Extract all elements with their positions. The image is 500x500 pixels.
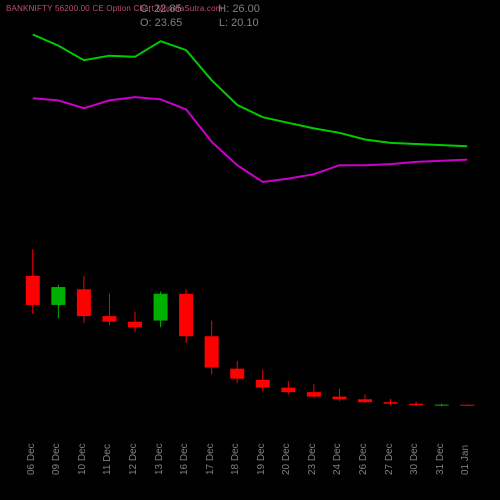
ohlc-row-1: C: 22.85 H: 26.00 — [140, 2, 260, 16]
x-axis-label: 20 Dec — [281, 443, 292, 475]
x-axis-label: 24 Dec — [332, 443, 343, 475]
x-axis-label: 17 Dec — [205, 443, 216, 475]
ohlc-row-2: O: 23.65 L: 20.10 — [140, 16, 260, 30]
x-axis-label: 12 Dec — [128, 443, 139, 475]
x-axis-label: 27 Dec — [384, 443, 395, 475]
candle-body — [179, 294, 193, 336]
candle-body — [307, 392, 321, 396]
candle-body — [230, 369, 244, 379]
x-axis-label: 30 Dec — [409, 443, 420, 475]
candle-body — [102, 316, 116, 322]
x-axis: 06 Dec 09 Dec 10 Dec 11 Dec 12 Dec 13 Dec 16 D… — [20, 415, 480, 475]
candle-body — [384, 402, 398, 404]
x-axis-label: 09 Dec — [51, 443, 62, 475]
ohlc-info: C: 22.85 H: 26.00 O: 23.65 L: 20.10 — [140, 2, 260, 30]
x-axis-label: 06 Dec — [26, 443, 37, 475]
x-axis-label: 10 Dec — [77, 443, 88, 475]
candle-body — [281, 388, 295, 392]
chart-svg — [20, 30, 480, 410]
x-axis-label: 01 Jan — [460, 445, 471, 475]
x-axis-label: 13 Dec — [154, 443, 165, 475]
candle-body — [154, 294, 168, 321]
candle-body — [256, 380, 270, 388]
candle-body — [332, 397, 346, 400]
candle-body — [26, 276, 40, 305]
green-line — [33, 35, 467, 147]
candle-body — [128, 322, 142, 328]
candle-body — [358, 399, 372, 402]
x-axis-label: 26 Dec — [358, 443, 369, 475]
x-axis-label: 18 Dec — [230, 443, 241, 475]
x-axis-label: 16 Dec — [179, 443, 190, 475]
chart-area — [20, 30, 480, 410]
candle-body — [409, 404, 423, 405]
candle-body — [435, 405, 449, 406]
candle-body — [205, 336, 219, 367]
x-axis-label: 19 Dec — [256, 443, 267, 475]
x-axis-label: 31 Dec — [435, 443, 446, 475]
candle-body — [460, 405, 474, 406]
x-axis-label: 11 Dec — [102, 444, 113, 475]
chart-container: BANKNIFTY 56200.00 CE Option Chart Munaf… — [0, 0, 500, 500]
x-axis-label: 23 Dec — [307, 443, 318, 475]
candle-body — [77, 289, 91, 316]
purple-line — [33, 97, 467, 182]
candle-body — [51, 287, 65, 305]
